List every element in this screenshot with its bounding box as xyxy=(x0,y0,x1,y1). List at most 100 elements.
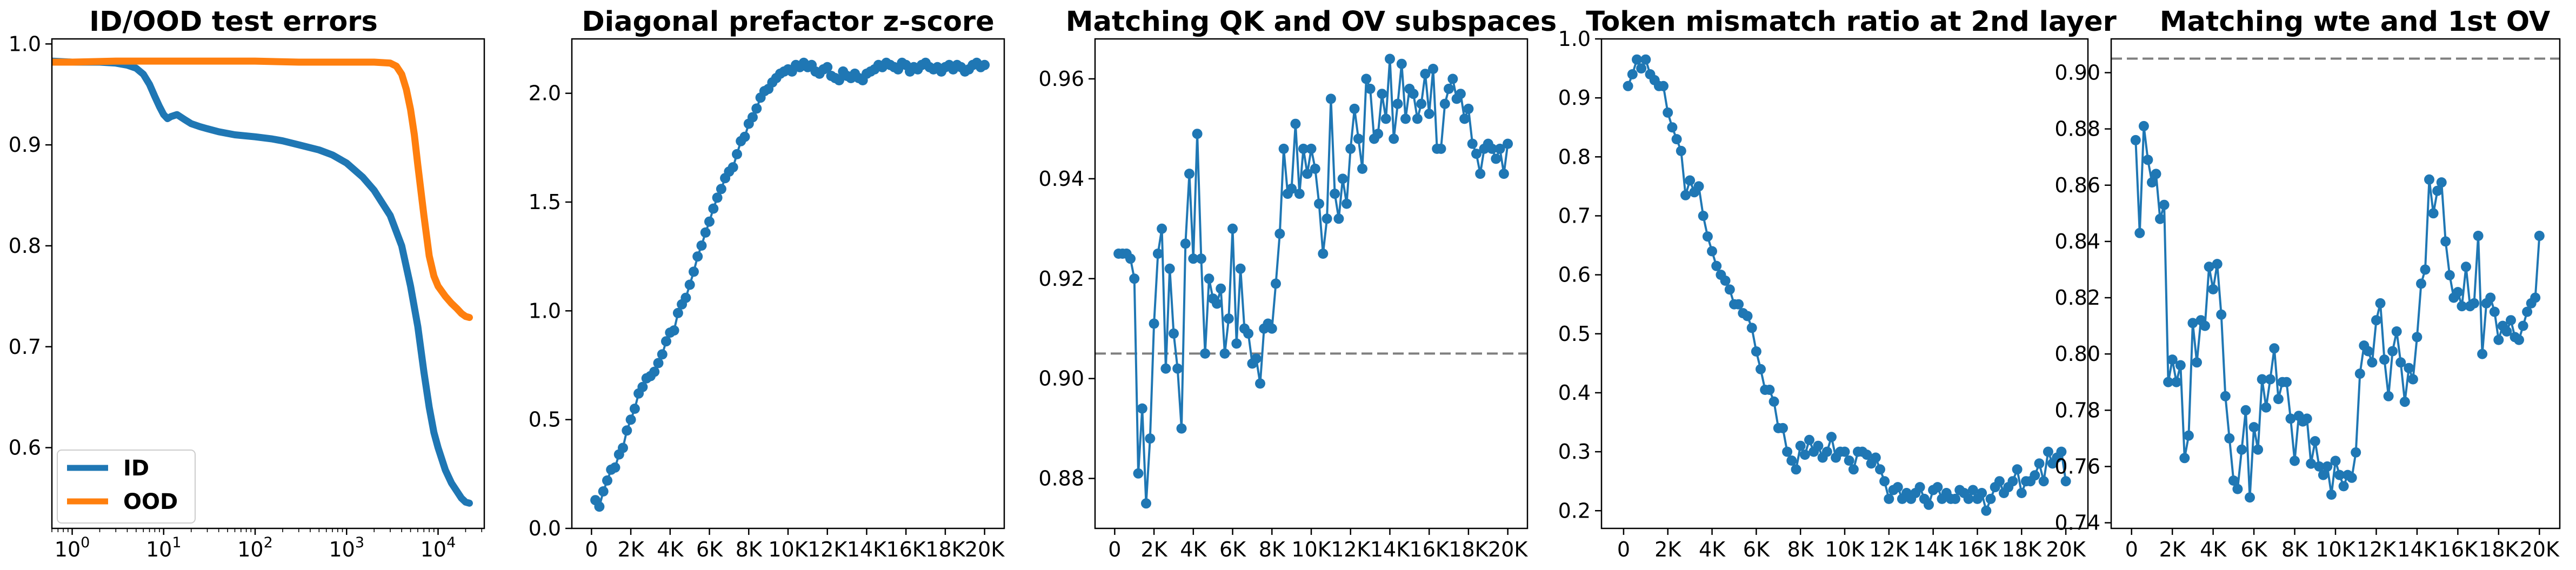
data-point xyxy=(2224,433,2235,444)
data-point xyxy=(1821,446,1832,457)
data-point xyxy=(1152,249,1163,259)
data-point xyxy=(1640,54,1651,65)
data-point xyxy=(1861,450,1872,460)
data-point xyxy=(1330,189,1340,199)
data-point xyxy=(1791,464,1801,475)
data-point xyxy=(1377,89,1387,99)
data-point xyxy=(1884,493,1894,504)
data-point xyxy=(1985,493,1996,504)
data-point xyxy=(1698,211,1709,221)
legend-label-id: ID xyxy=(123,456,149,481)
data-point xyxy=(1361,73,1372,84)
y-tick-label: 0.90 xyxy=(1038,367,1084,391)
series-line-0 xyxy=(1118,58,1509,505)
data-point xyxy=(2240,405,2251,415)
data-point xyxy=(2351,447,2361,458)
data-point xyxy=(1133,468,1144,479)
data-point xyxy=(2395,357,2406,368)
x-tick-label: 18K xyxy=(925,538,965,561)
x-tick-label: 4K xyxy=(1699,538,1726,561)
y-tick-label: 0.0 xyxy=(529,517,561,540)
data-point xyxy=(2534,231,2545,241)
data-point xyxy=(2143,155,2153,165)
data-point xyxy=(2391,326,2402,337)
data-point xyxy=(1137,403,1147,414)
x-tick-label: 0 xyxy=(2125,538,2138,561)
x-tick-label: 6K xyxy=(696,538,723,561)
data-point xyxy=(598,486,609,497)
y-tick-label: 0.2 xyxy=(1558,499,1591,522)
data-point xyxy=(1671,134,1682,145)
data-point xyxy=(1145,433,1156,444)
data-point xyxy=(2322,461,2333,472)
data-point xyxy=(712,192,723,203)
data-point xyxy=(1290,118,1301,129)
data-point xyxy=(1813,440,1824,451)
x-tick-label: 0 xyxy=(585,538,598,561)
data-point xyxy=(1345,143,1356,154)
data-point xyxy=(2179,453,2190,464)
series-layer xyxy=(1623,54,2071,516)
data-point xyxy=(2290,455,2300,466)
y-tick-label: 0.9 xyxy=(1558,86,1591,110)
data-point xyxy=(1756,364,1766,374)
data-point xyxy=(2440,236,2451,247)
data-point xyxy=(2522,306,2533,317)
data-point xyxy=(684,279,695,290)
data-point xyxy=(708,203,719,214)
data-point xyxy=(2326,489,2337,500)
x-tick-label: 2K xyxy=(1654,538,1681,561)
x-tick-label: 102 xyxy=(237,534,273,561)
data-point xyxy=(1149,318,1159,329)
data-point xyxy=(2257,374,2267,385)
data-point xyxy=(1235,263,1246,274)
data-point xyxy=(2354,368,2365,379)
data-point xyxy=(1227,223,1238,234)
data-point xyxy=(1212,298,1222,309)
axes-frame xyxy=(51,38,485,529)
data-point xyxy=(1636,63,1647,74)
data-point xyxy=(1711,260,1722,271)
y-tick-label: 0.6 xyxy=(1558,263,1591,287)
data-point xyxy=(1428,64,1438,74)
data-point xyxy=(1365,83,1376,94)
data-point xyxy=(2253,444,2264,455)
data-point xyxy=(622,425,632,436)
x-tick-label: 14K xyxy=(847,538,887,561)
data-point xyxy=(1950,493,1960,504)
data-point xyxy=(2387,346,2398,357)
data-point xyxy=(1444,83,1454,94)
x-tick-label: 104 xyxy=(421,534,456,561)
series-line-id xyxy=(52,57,473,507)
data-point xyxy=(2030,470,2040,481)
data-point xyxy=(2171,377,2182,387)
panel-matching-qk-ov-subspaces: Matching QK and OV subspaces 0.88 0.90 0.9… xyxy=(1038,6,1557,561)
y-tick-label: 0.76 xyxy=(2054,454,2100,478)
y-tick-label: 1.0 xyxy=(529,299,561,323)
data-point xyxy=(1702,231,1713,242)
data-point xyxy=(2489,306,2500,317)
data-point xyxy=(1795,440,1806,451)
y-tick-label: 0.8 xyxy=(1558,145,1591,169)
data-point xyxy=(1693,181,1704,192)
series-line-ood xyxy=(52,57,473,321)
panel-matching-wte-1st-ov: Matching wte and 1st OV 0.74 0.76 0.78 0.80… xyxy=(2054,6,2561,561)
data-point xyxy=(2424,174,2434,185)
y-tick-label: 0.74 xyxy=(2054,511,2100,535)
data-point xyxy=(1325,93,1336,104)
data-point xyxy=(1318,249,1329,259)
x-tick-label: 10K xyxy=(2315,538,2355,561)
x-tick-label: 8K xyxy=(1787,538,1814,561)
data-point xyxy=(1475,169,1486,179)
y-tick-label: 0.82 xyxy=(2054,286,2100,310)
data-point xyxy=(1658,81,1669,91)
y-tick-label: 0.96 xyxy=(1038,67,1084,91)
data-point xyxy=(1932,482,1943,493)
data-point xyxy=(1627,69,1638,79)
data-point xyxy=(1322,213,1332,224)
data-point xyxy=(680,292,691,303)
x-tick-label: 20K xyxy=(1488,538,1528,561)
data-point xyxy=(1436,143,1446,154)
data-point xyxy=(2383,391,2394,401)
data-point xyxy=(979,59,990,70)
